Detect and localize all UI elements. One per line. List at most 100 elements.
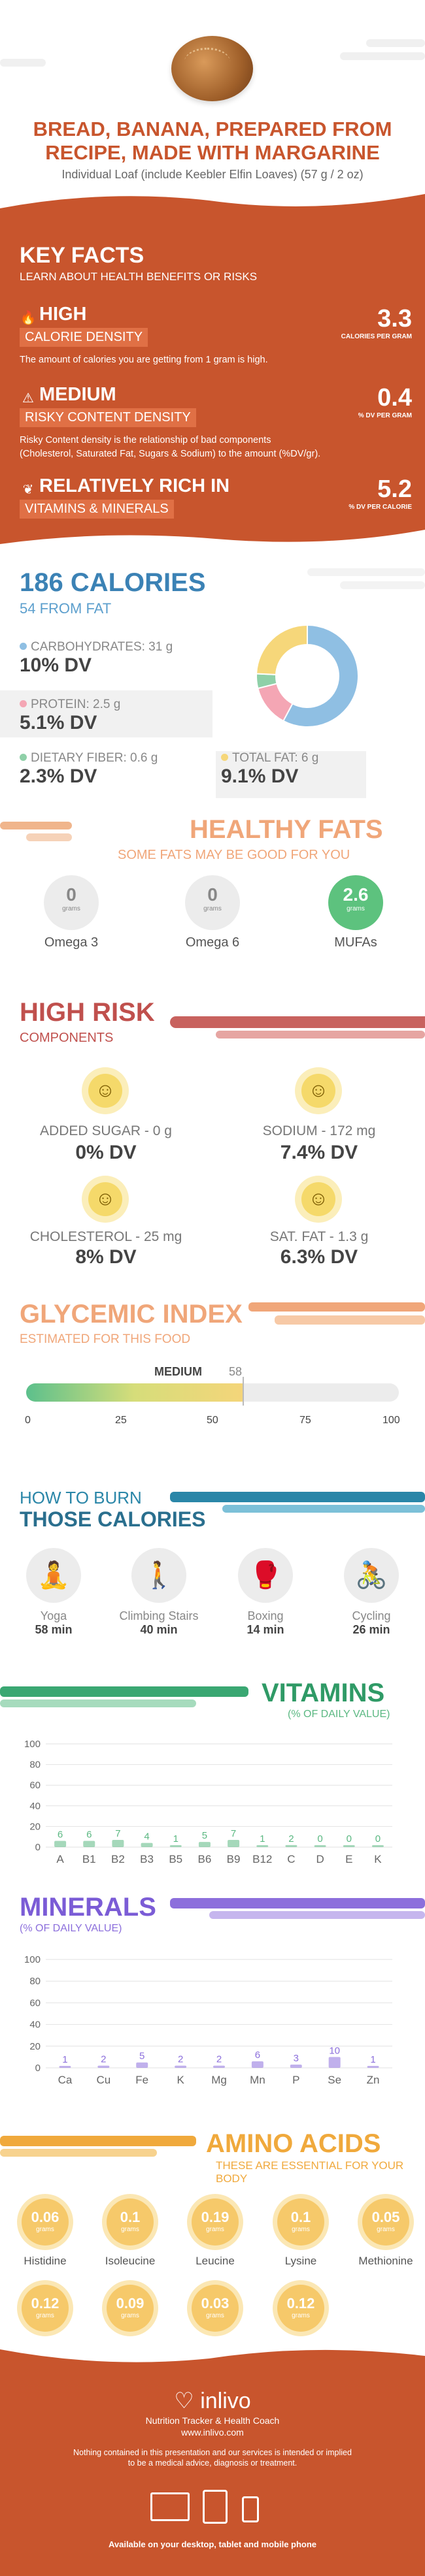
fact-badge: MEDIUM [39, 384, 116, 405]
boxing-icon: 🥊 [238, 1548, 293, 1603]
risk-dv: 7.4% DV [280, 1142, 358, 1163]
key-facts-title: KEY FACTS [20, 243, 144, 268]
bar-B5 [169, 1845, 182, 1847]
fact-label: VITAMINS & MINERALS [20, 500, 174, 519]
bar-value-label: 2 [178, 2054, 183, 2065]
amino-value: 0.05 [371, 2209, 400, 2225]
decor-bar [248, 1302, 425, 1312]
amino-circle: 0.09 grams [102, 2280, 158, 2336]
decor-bar [340, 52, 425, 60]
y-tick-label: 20 [29, 2041, 41, 2052]
tick-label: 25 [115, 1415, 127, 1426]
y-tick-label: 100 [24, 1739, 41, 1750]
donut-slice-fat [256, 624, 308, 675]
heart-icon: ♡ [174, 2389, 194, 2413]
x-tick-label: B6 [198, 1853, 212, 1865]
amino-unit: grams [292, 2226, 310, 2233]
y-tick-label: 40 [29, 1801, 41, 1812]
tick-label: 75 [299, 1415, 311, 1426]
bar-value-label: 1 [260, 1833, 265, 1844]
yoga-icon: 🧘 [26, 1548, 81, 1603]
x-tick-label: Se [328, 2074, 341, 2086]
bar-value-label: 1 [62, 2054, 67, 2065]
decor-bar [26, 833, 72, 841]
risk-dv: 0% DV [75, 1142, 137, 1163]
section-title: AMINO ACIDS [206, 2129, 381, 2158]
calories-section: 186 CALORIES 54 FROM FAT CARBOHYDRATES: … [0, 549, 425, 810]
bar-Mn [251, 2061, 264, 2068]
smile-icon: ☺ [295, 1067, 342, 1114]
devices-icon [150, 2487, 275, 2526]
activity-yoga: 🧘 Yoga 58 min [8, 1548, 99, 1637]
section-subtitle: SOME FATS MAY BE GOOD FOR YOU [118, 848, 350, 862]
y-tick-label: 0 [35, 2063, 41, 2074]
fat-label: Omega 3 [44, 935, 99, 950]
row-bg [0, 690, 212, 737]
header: BREAD, BANANA, PREPARED FROM RECIPE, MAD… [0, 0, 425, 235]
fact-unit: CALORIES PER GRAM [341, 333, 412, 340]
risk-dv: 6.3% DV [280, 1246, 358, 1268]
tick-label: 50 [207, 1415, 218, 1426]
amino-circle: 0.1 grams [273, 2194, 329, 2250]
amino-value: 0.12 [31, 2295, 60, 2311]
fact-badge: HIGH [39, 304, 87, 325]
bar-value-label: 10 [329, 2045, 340, 2056]
bar-value-label: 0 [347, 1833, 352, 1844]
fat-unit: grams [62, 905, 80, 912]
risk-label: CHOLESTEROL - 25 mg [29, 1229, 182, 1244]
burn-calories-section: HOW TO BURN THOSE CALORIES 🧘 Yoga 58 min 🚶… [0, 1457, 425, 1672]
fat-omega6-circle: 0 grams [185, 875, 240, 930]
calories-subtitle: 54 FROM FAT [20, 600, 112, 617]
x-tick-label: A [56, 1853, 64, 1865]
x-tick-label: E [345, 1853, 352, 1865]
vitamins-section: VITAMINS (% OF DAILY VALUE) 0 20 40 60 80 100… [0, 1672, 425, 1881]
activity-name: Climbing Stairs [119, 1609, 199, 1622]
bar-A [54, 1841, 67, 1847]
amino-value: 0.1 [290, 2209, 311, 2225]
nutrient-dv: 9.1% DV [221, 765, 299, 787]
burn-title-2: THOSE CALORIES [20, 1507, 206, 1531]
risk-label: SODIUM - 172 mg [262, 1123, 376, 1138]
nutrient-protein: PROTEIN: 2.5 g 5.1% DV [20, 698, 120, 734]
availability-note: Available on your desktop, tablet and mo… [108, 2539, 317, 2549]
bar-B1 [83, 1841, 95, 1847]
bar-value-label: 5 [202, 1830, 207, 1841]
x-tick-label: K [374, 1853, 382, 1865]
key-facts-section: KEY FACTS LEARN ABOUT HEALTH BENEFITS OR… [0, 189, 425, 549]
bar-B12 [256, 1845, 269, 1847]
bar-value-label: 2 [216, 2054, 222, 2065]
amino-unit: grams [36, 2226, 54, 2233]
nutrient-label: TOTAL FAT: 6 g [232, 751, 319, 765]
nutrient-fiber: DIETARY FIBER: 0.6 g 2.3% DV [20, 751, 158, 788]
amino-name: Methionine [358, 2255, 413, 2267]
decor-bar [170, 1898, 425, 1908]
x-tick-label: B12 [252, 1853, 272, 1865]
fact-vitamins-minerals: ❦ RELATIVELY RICH IN VITAMINS & MINERALS … [20, 475, 412, 519]
decor-bar [275, 1315, 425, 1325]
y-tick-label: 0 [35, 1842, 41, 1853]
bar-value-label: 7 [115, 1828, 120, 1839]
nutrient-carbs: CARBOHYDRATES: 31 g 10% DV [20, 640, 173, 677]
amino-unit: grams [377, 2226, 395, 2233]
fact-number: 3.3 [377, 305, 412, 332]
y-tick-label: 40 [29, 2020, 41, 2031]
risk-label: SAT. FAT - 1.3 g [269, 1229, 369, 1244]
nutrient-dv: 10% DV [20, 654, 92, 676]
legend-dot [221, 754, 228, 761]
warning-icon: ⚠ [22, 391, 34, 406]
decor-bar [170, 1492, 425, 1502]
bar-value-label: 3 [294, 2053, 299, 2064]
bar-value-label: 6 [58, 1829, 63, 1841]
smile-icon: ☺ [82, 1176, 129, 1223]
brand-url[interactable]: www.inlivo.com [181, 2427, 244, 2438]
fact-desc: Risky Content density is the relationshi… [20, 435, 321, 459]
amino-circle: 0.06 grams [17, 2194, 73, 2250]
x-tick-label: C [287, 1853, 295, 1865]
decor-bar [222, 1505, 425, 1513]
risk-dv: 8% DV [75, 1246, 137, 1268]
x-tick-label: B2 [111, 1853, 125, 1865]
bar-E [343, 1845, 355, 1847]
x-tick-label: B3 [140, 1853, 154, 1865]
vitamins-bar-chart: 0 20 40 60 80 100 6 A 6 B1 7 B2 4 B3 1 B5 5 B6 7 B9 1 B12 2 C 0 D… [24, 1739, 392, 1865]
section-title: GLYCEMIC INDEX [20, 1300, 243, 1328]
